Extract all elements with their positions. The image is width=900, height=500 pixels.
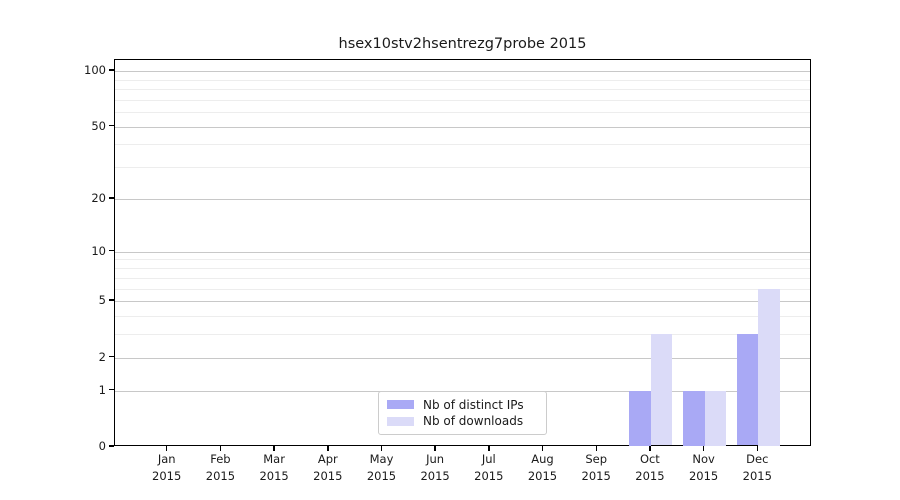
x-tick-label: Feb 2015 xyxy=(205,452,236,483)
bar-nov-2015-nb-of-distinct-ips xyxy=(683,390,705,446)
plot-area xyxy=(114,59,811,446)
legend-label-distinct-ips: Nb of distinct IPs xyxy=(423,397,524,412)
y-gridline-major xyxy=(115,357,810,359)
x-tick-mark xyxy=(702,446,705,451)
y-tick-mark xyxy=(109,249,114,252)
x-tick-label: Jul 2015 xyxy=(474,452,504,483)
x-tick-label: Sep 2015 xyxy=(581,452,611,483)
x-tick-label: Dec 2015 xyxy=(742,452,772,483)
y-tick-label: 1 xyxy=(98,382,106,397)
x-tick-mark xyxy=(488,446,490,451)
y-gridline-major xyxy=(115,126,810,128)
y-tick-mark xyxy=(109,355,114,358)
legend-item-downloads: Nb of downloads xyxy=(387,414,538,428)
y-tick-label: 0 xyxy=(98,439,106,453)
y-tick-mark xyxy=(109,388,114,391)
y-tick-mark xyxy=(109,124,114,127)
y-gridline-minor xyxy=(115,99,810,101)
y-gridline-minor xyxy=(115,79,810,81)
y-gridline-minor xyxy=(115,89,810,90)
x-tick-mark xyxy=(595,446,597,451)
y-tick-mark xyxy=(109,197,114,199)
legend-label-downloads: Nb of downloads xyxy=(423,414,524,429)
x-tick-mark xyxy=(165,446,168,451)
y-gridline-minor xyxy=(115,112,810,114)
y-gridline-minor xyxy=(115,144,810,146)
x-tick-label: Jun 2015 xyxy=(420,452,450,483)
bar-oct-2015-nb-of-distinct-ips xyxy=(629,390,651,446)
x-tick-label: Jan 2015 xyxy=(152,452,182,483)
x-tick-mark xyxy=(219,446,222,451)
y-tick-label: 5 xyxy=(98,293,106,307)
y-tick-label: 100 xyxy=(84,63,106,77)
x-tick-mark xyxy=(327,446,329,451)
legend: Nb of distinct IPs Nb of downloads xyxy=(378,391,547,435)
y-gridline-minor xyxy=(115,259,810,261)
y-gridline-major xyxy=(115,301,810,302)
y-tick-mark xyxy=(109,445,114,447)
y-gridline-major xyxy=(115,251,810,253)
x-tick-mark xyxy=(434,446,436,451)
bar-dec-2015-nb-of-downloads xyxy=(758,288,780,446)
y-tick-mark xyxy=(109,299,114,301)
y-tick-label: 50 xyxy=(91,118,106,133)
y-gridline-major xyxy=(115,199,810,200)
x-tick-mark xyxy=(541,446,544,451)
y-gridline-major xyxy=(115,71,810,72)
x-tick-label: Apr 2015 xyxy=(313,452,343,483)
x-tick-mark xyxy=(649,446,651,451)
bar-nov-2015-nb-of-downloads xyxy=(704,390,727,446)
x-tick-label: Oct 2015 xyxy=(635,452,665,483)
x-tick-label: May 2015 xyxy=(366,452,397,483)
y-gridline-minor xyxy=(115,268,810,269)
chart-title: hsex10stv2hsentrezg7probe 2015 xyxy=(338,36,587,52)
legend-swatch-downloads xyxy=(387,416,414,427)
y-tick-mark xyxy=(109,69,114,71)
legend-item-distinct-ips: Nb of distinct IPs xyxy=(387,398,538,412)
x-tick-label: Mar 2015 xyxy=(259,452,289,483)
y-tick-label: 2 xyxy=(98,349,106,364)
y-tick-label: 10 xyxy=(91,243,106,258)
bar-oct-2015-nb-of-downloads xyxy=(650,334,673,446)
y-gridline-minor xyxy=(115,288,810,290)
x-tick-mark xyxy=(273,446,275,451)
y-tick-label: 20 xyxy=(91,191,106,205)
x-tick-mark xyxy=(756,446,758,451)
x-tick-label: Nov 2015 xyxy=(688,452,719,483)
x-tick-mark xyxy=(380,446,383,451)
y-gridline-minor xyxy=(115,334,810,336)
bar-dec-2015-nb-of-distinct-ips xyxy=(736,334,759,446)
y-gridline-minor xyxy=(115,315,810,317)
y-gridline-minor xyxy=(115,277,810,279)
x-tick-label: Aug 2015 xyxy=(527,452,558,483)
legend-swatch-distinct-ips xyxy=(387,399,414,410)
y-gridline-minor xyxy=(115,167,810,169)
